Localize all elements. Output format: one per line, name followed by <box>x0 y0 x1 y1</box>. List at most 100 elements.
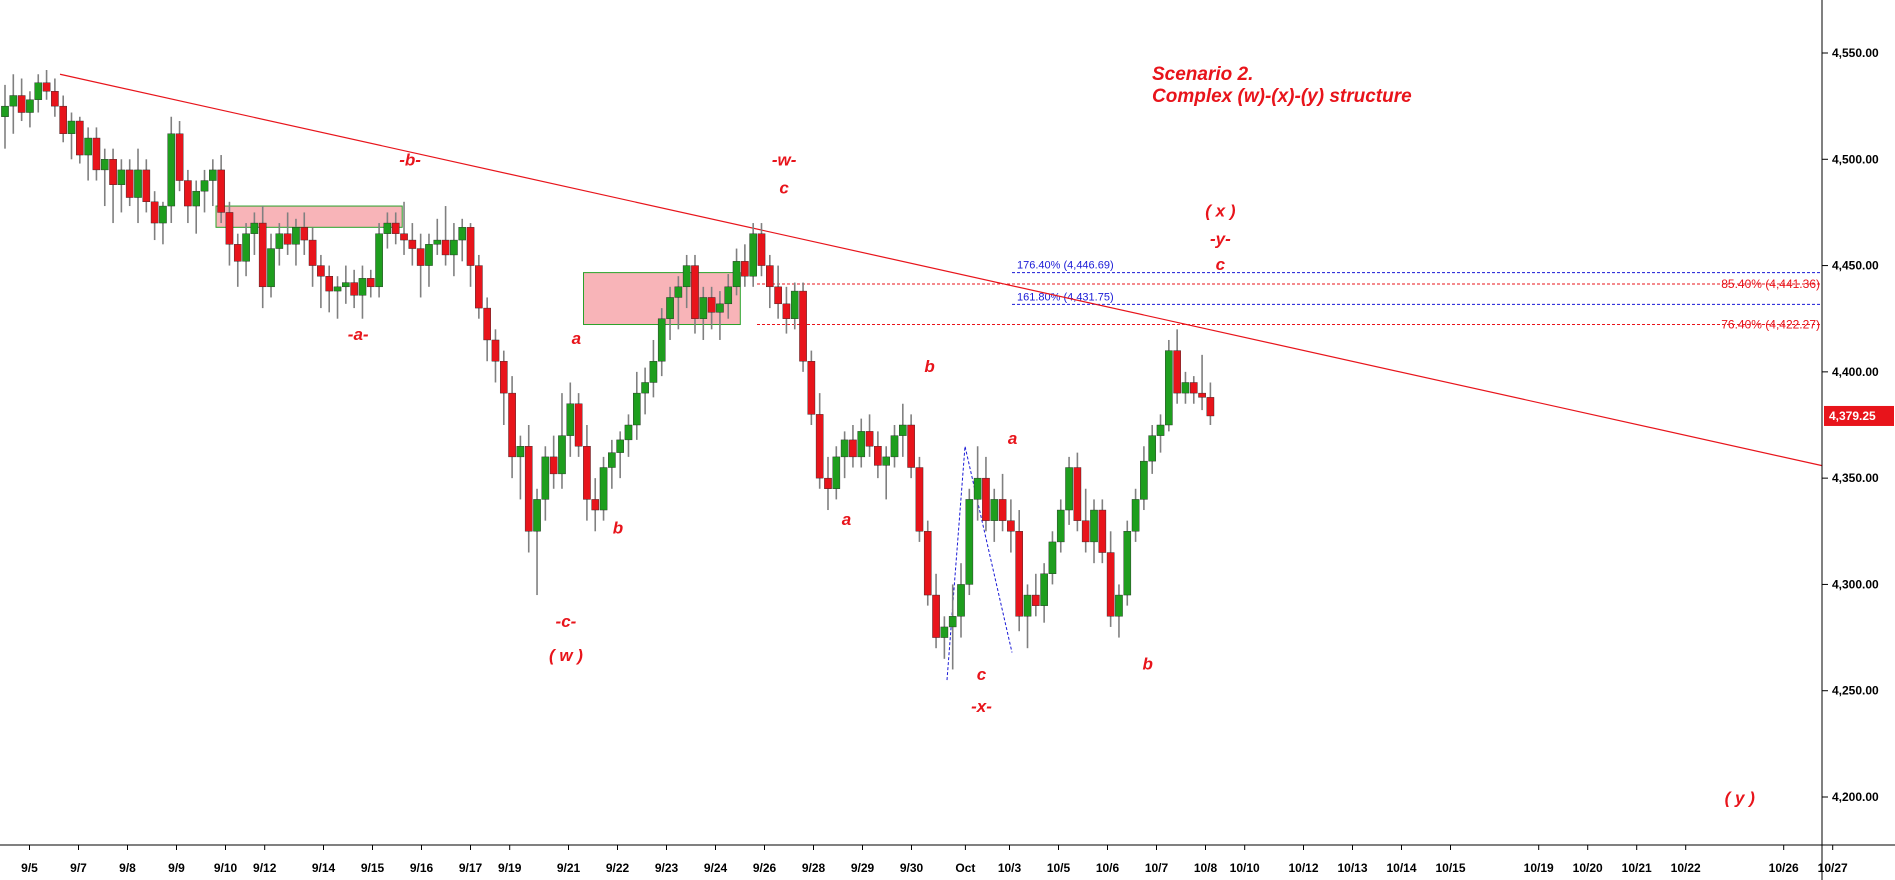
wave-label: b <box>613 518 623 537</box>
candle-body <box>1115 594 1123 617</box>
supply-zone <box>215 205 403 228</box>
candle-body <box>998 499 1007 521</box>
candle-body <box>450 239 458 256</box>
candle-body <box>391 222 400 234</box>
wave-label: ( y ) <box>1725 788 1756 807</box>
candle-body <box>1015 531 1023 617</box>
y-tick-label: 4,250.00 <box>1832 684 1879 698</box>
candle-body <box>1198 392 1206 398</box>
wave-label: c <box>779 178 789 197</box>
candle-body <box>109 159 117 185</box>
x-tick-label: 9/30 <box>900 861 924 875</box>
candle-body <box>874 446 882 466</box>
candle-body <box>682 265 691 288</box>
candle-body <box>175 133 184 181</box>
wave-labels-layer: -b- -a-a b -c- ( w ) -w-c a b a c -x-b ( x ) -y-c ( y… <box>348 151 1755 808</box>
last-price-tag <box>1824 405 1894 426</box>
candle-body <box>1090 509 1098 543</box>
candle-body <box>1173 350 1181 394</box>
candle-body <box>1048 541 1057 575</box>
candle-body <box>932 594 940 638</box>
x-tick-label: 9/23 <box>655 861 679 875</box>
x-tick-label: 10/27 <box>1818 861 1848 875</box>
candle-body <box>948 616 957 628</box>
candle-body <box>59 105 67 134</box>
candle-body <box>184 180 192 207</box>
candle-body <box>258 222 267 288</box>
candle-body <box>400 233 408 241</box>
candle-body <box>192 190 201 207</box>
wave-label: c <box>1216 255 1226 274</box>
candle-body <box>134 169 142 198</box>
candle-body <box>616 439 624 453</box>
y-tick-label: 4,300.00 <box>1832 577 1879 591</box>
candle-body <box>150 201 159 224</box>
y-tick-label: 4,350.00 <box>1832 471 1879 485</box>
wave-projection-line <box>946 446 1013 681</box>
candle-body <box>533 499 541 532</box>
candle-body <box>566 403 575 436</box>
x-tick-label: Oct <box>955 861 975 875</box>
x-tick-label: 10/13 <box>1337 861 1367 875</box>
candle-body <box>1148 435 1157 462</box>
x-tick-label: 10/22 <box>1671 861 1701 875</box>
y-tick-label: 4,400.00 <box>1832 365 1879 379</box>
candle-body <box>1065 467 1073 511</box>
candle-body <box>1081 520 1090 543</box>
x-tick-label: 9/28 <box>802 861 826 875</box>
candle-body <box>433 239 442 245</box>
trendline-layer <box>59 73 1823 681</box>
candle-body <box>641 382 649 394</box>
x-tick-label: 9/19 <box>498 861 522 875</box>
y-tick-label: 4,550.00 <box>1832 46 1879 60</box>
candle-body <box>890 435 899 458</box>
candle-body <box>1156 424 1165 436</box>
y-tick-label: 4,500.00 <box>1832 152 1879 166</box>
x-tick-label: 9/7 <box>70 861 87 875</box>
candle-body <box>574 403 583 447</box>
candle-body <box>907 424 915 468</box>
candle-body <box>200 180 209 192</box>
x-tick-label: 9/8 <box>119 861 136 875</box>
candle-body <box>366 278 375 288</box>
candle-body <box>441 239 450 256</box>
candle-body <box>283 233 292 245</box>
candle-body <box>666 297 674 319</box>
x-tick-label: 10/26 <box>1769 861 1799 875</box>
x-tick-label: 9/24 <box>704 861 728 875</box>
candle-body <box>9 95 18 107</box>
x-tick-label: 9/5 <box>21 861 38 875</box>
candle-body <box>799 290 807 362</box>
chart-subtitle: Complex (w)-(x)-(y) structure <box>1152 86 1412 107</box>
candle-body <box>899 424 907 436</box>
candle-body <box>882 456 890 466</box>
candle-body <box>1106 552 1115 617</box>
candle-body <box>741 261 749 277</box>
candle-body <box>1181 382 1190 394</box>
candle-body <box>217 169 225 213</box>
candle-body <box>76 120 84 156</box>
candle-body <box>815 414 824 479</box>
candle-body <box>973 477 982 500</box>
x-tick-label: 10/19 <box>1524 861 1554 875</box>
x-tick-label: 10/3 <box>998 861 1022 875</box>
candle-body <box>558 435 566 475</box>
candle-body <box>516 446 525 458</box>
candle-body <box>583 446 591 500</box>
candle-body <box>300 227 309 241</box>
candle-body <box>26 99 34 113</box>
wave-label: -b- <box>399 151 421 170</box>
candle-body <box>990 499 999 521</box>
candle-body <box>716 303 724 313</box>
trendline <box>59 73 1823 467</box>
candle-body <box>599 467 608 511</box>
x-tick-label: 9/12 <box>253 861 277 875</box>
candle-body <box>483 307 491 341</box>
wave-label: c <box>977 665 987 684</box>
wave-label: -y- <box>1210 229 1231 248</box>
candle-body <box>317 265 325 277</box>
candle-body <box>940 626 949 638</box>
candle-body <box>491 339 500 362</box>
x-tick-label: 9/26 <box>753 861 777 875</box>
